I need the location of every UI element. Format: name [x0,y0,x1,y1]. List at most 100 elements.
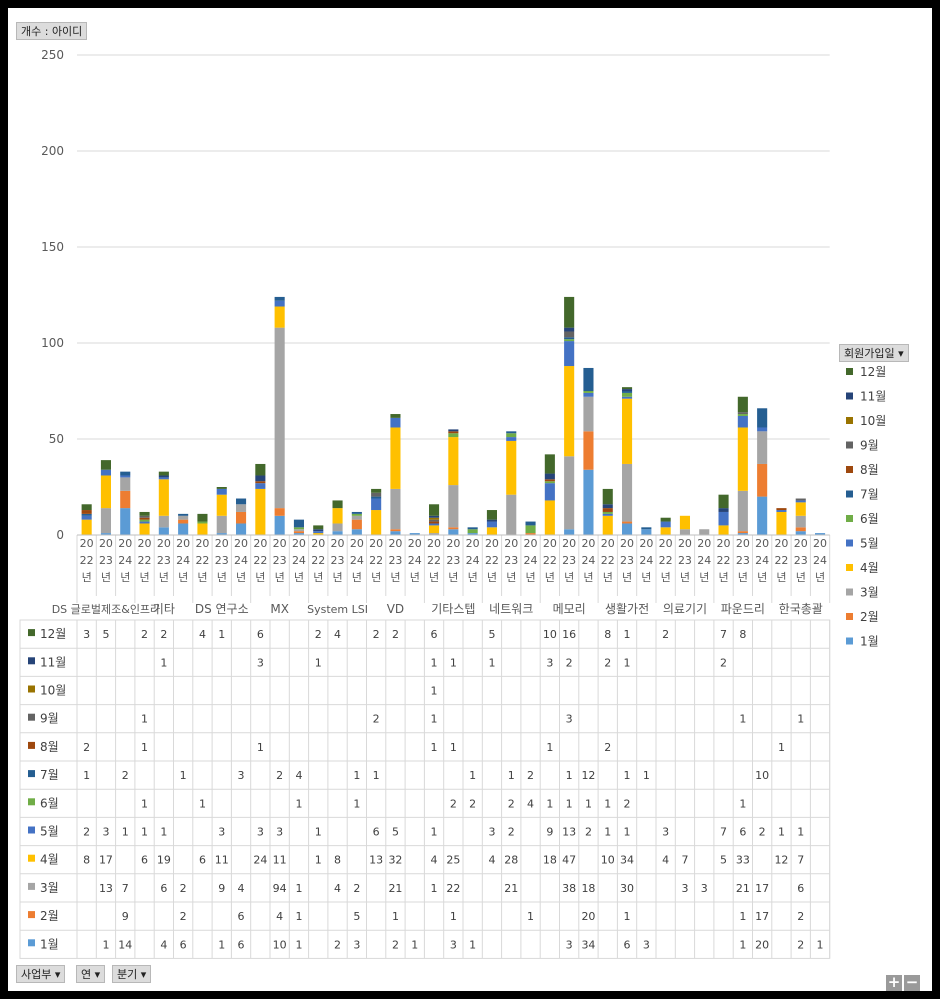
bar-segment [544,454,555,474]
legend-field-button[interactable]: 회원가입일 ▾ [839,344,909,362]
bar-segment [351,515,362,520]
table-cell-value: 11 [273,854,287,867]
bar-segment [506,494,517,535]
table-cell-value: 1 [624,769,631,782]
legend-label: 1월 [860,635,879,649]
table-cell-value: 10 [755,769,769,782]
table-cell-value: 6 [624,938,631,951]
table-cell-value: 3 [353,938,360,951]
table-legend-key [28,713,35,721]
table-legend-key [28,854,35,862]
table-cell-value: 1 [431,656,438,669]
table-cell-value: 1 [527,910,534,923]
table-cell-value: 7 [797,854,804,867]
bar-segment [795,502,806,516]
legend-label: 7월 [860,488,879,502]
table-cell-value: 6 [238,938,245,951]
bar-segment [139,519,150,522]
bar-segment [622,523,633,535]
table-cell-value: 1 [797,713,804,726]
bar-segment [699,529,710,535]
table-cell-value: 2 [122,769,129,782]
collapse-minus-icon[interactable]: − [904,973,920,991]
year-tick-label: 20 24 년 [813,537,827,584]
bar-segment [718,525,729,535]
expand-plus-icon[interactable]: + [886,973,902,991]
table-cell-value: 14 [118,938,132,951]
bar-segment [718,494,729,509]
bar-segment [815,533,826,535]
bar-segment [390,417,401,428]
table-cell-value: 1 [778,826,785,839]
bar-segment [506,437,517,441]
table-cell-value: 3 [681,882,688,895]
table-cell-value: 4 [276,910,283,923]
table-cell-value: 1 [295,797,302,810]
table-cell-value: 7 [720,826,727,839]
table-cell-value: 10 [273,938,287,951]
bar-segment [660,517,671,522]
bar-segment [139,523,150,535]
bar-segment [564,366,575,457]
bar-segment [679,529,690,535]
bar-segment [255,488,266,535]
bar-segment [622,396,633,399]
year-tick-label: 20 22 년 [311,537,325,584]
value-field-button[interactable]: 개수 : 아이디 [16,22,88,40]
bar-segment [795,498,806,501]
group-tick-label: 기타스텝 [431,602,475,616]
year-tick-label: 20 22 년 [601,537,615,584]
bar-segment [158,527,169,535]
bar-segment [197,513,208,522]
table-cell-value: 25 [446,854,460,867]
table-cell-value: 4 [488,854,495,867]
bar-segment [602,515,613,535]
row-field-button-2[interactable]: 분기 ▾ [112,965,152,983]
bar-segment [158,479,169,516]
table-cell-value: 4 [160,938,167,951]
bar-segment [390,488,401,530]
bar-segment [448,437,459,486]
table-cell-value: 8 [83,854,90,867]
table-cell-value: 6 [199,854,206,867]
row-field-button-1[interactable]: 연 ▾ [76,965,106,983]
table-cell-value: 3 [218,826,225,839]
row-field-button-0[interactable]: 사업부 ▾ [16,965,66,983]
table-cell-value: 2 [624,797,631,810]
bar-segment [371,498,382,511]
bar-segment [564,337,575,340]
table-cell-value: 10 [601,854,615,867]
bar-segment [293,533,304,535]
bar-segment [564,456,575,530]
year-tick-label: 20 23 년 [388,537,402,584]
table-cell-value: 1 [431,685,438,698]
legend-label: 2월 [860,610,879,624]
table-legend-key [28,741,35,749]
table-cell-value: 2 [180,882,187,895]
legend-key [846,564,853,571]
bar-segment [795,500,806,503]
table-legend-key [28,882,35,890]
table-cell-value: 4 [334,882,341,895]
table-cell-value: 9 [122,910,129,923]
table-cell-value: 1 [739,938,746,951]
table-cell-value: 1 [508,769,515,782]
bar-segment [100,508,111,534]
table-cell-value: 4 [662,854,669,867]
table-row-label: 9월 [40,712,59,726]
table-cell-value: 6 [431,628,438,641]
year-tick-label: 20 24 년 [697,537,711,584]
dropdown-arrow-icon: ▾ [54,968,61,981]
bar-segment [660,521,671,528]
bar-segment [583,392,594,397]
bar-segment [602,511,613,514]
bar-segment [158,477,169,480]
bar-segment [236,504,247,512]
bar-segment [120,508,131,535]
bar-segment [564,327,575,332]
bar-segment [467,529,478,534]
group-tick-label: 기타 [153,602,175,616]
bar-segment [737,415,748,428]
table-cell-value: 1 [315,854,322,867]
year-tick-label: 20 22 년 [485,537,499,584]
